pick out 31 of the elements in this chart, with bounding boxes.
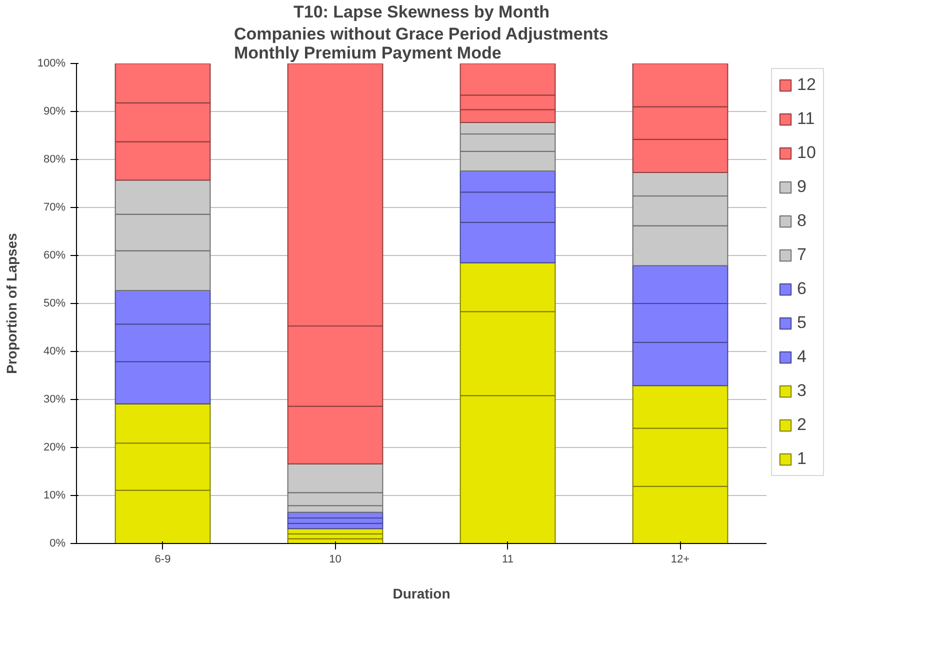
y-tick-label: 60%	[43, 250, 66, 262]
y-tick-label: 0%	[50, 538, 66, 550]
y-axis-title: Proportion of Lapses	[3, 232, 20, 374]
x-tick-label: 10	[329, 554, 342, 566]
y-tick-label: 80%	[43, 154, 66, 166]
x-tick-label: 11	[502, 554, 514, 566]
legend-label: 6	[797, 279, 808, 299]
y-tick-label: 30%	[43, 394, 66, 406]
x-axis-title: Duration	[392, 586, 450, 602]
y-tick-label: 100%	[37, 58, 66, 70]
x-tick-label: 12+	[670, 554, 690, 566]
y-tick-label: 90%	[43, 106, 66, 118]
chart-subtitle: Companies without Grace Period Adjustments Monthly Premium Payment Mode	[234, 24, 608, 62]
y-tick-label: 70%	[43, 202, 66, 214]
legend-label: 1	[797, 449, 808, 469]
legend-label: 10	[797, 143, 817, 163]
legend-label: 11	[797, 109, 816, 129]
chart-title: T10: Lapse Skewness by Month	[293, 2, 550, 22]
legend-label: 2	[797, 415, 808, 435]
y-tick-label: 40%	[43, 346, 66, 358]
legend-label: 7	[797, 245, 808, 265]
legend-label: 8	[797, 211, 808, 231]
legend-label: 3	[797, 381, 808, 401]
y-tick-label: 50%	[43, 298, 66, 310]
y-tick-label: 10%	[43, 490, 66, 502]
legend-label: 12	[797, 75, 817, 95]
legend-label: 5	[797, 313, 808, 333]
y-tick-label: 20%	[43, 442, 66, 454]
legend-label: 4	[797, 347, 808, 367]
x-tick-label: 6-9	[154, 554, 171, 566]
legend-label: 9	[797, 177, 808, 197]
